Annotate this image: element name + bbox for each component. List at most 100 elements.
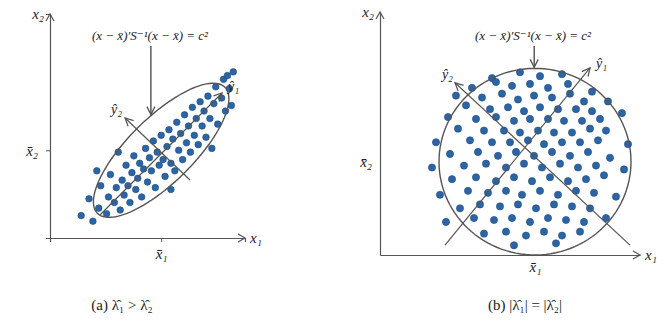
plot-area	[428, 68, 631, 255]
plot-area	[78, 69, 237, 225]
point	[230, 69, 237, 76]
point	[548, 148, 555, 155]
x-axis-title: x₁	[644, 247, 657, 263]
y-axis: x̄₂	[25, 15, 50, 239]
y-axis-title: x₂	[31, 6, 44, 22]
point	[536, 73, 543, 80]
principal-axis-label: ŷ₂	[109, 102, 122, 117]
point	[612, 193, 619, 200]
point	[558, 232, 565, 239]
point	[528, 178, 535, 185]
y-tick-mark	[46, 150, 50, 151]
y-tick-label: x̄₂	[25, 143, 38, 159]
point	[496, 203, 503, 210]
point	[580, 218, 587, 225]
point	[195, 141, 202, 148]
point	[462, 102, 469, 109]
point	[576, 139, 583, 146]
point	[136, 160, 143, 167]
point	[432, 139, 439, 146]
point	[187, 149, 194, 156]
principal-axis	[455, 83, 630, 245]
point	[158, 132, 165, 139]
point	[490, 216, 497, 223]
x-tick: x̄₁	[155, 238, 168, 262]
point	[173, 119, 180, 126]
point	[107, 171, 114, 178]
point	[436, 191, 443, 198]
point	[526, 80, 533, 87]
principal-axis-label: ŷ₂	[440, 67, 453, 82]
point	[502, 228, 509, 235]
y-axis-arrow	[46, 14, 54, 21]
point	[456, 205, 463, 212]
point	[197, 98, 204, 105]
point	[207, 115, 214, 122]
x-tick-label: x̄₁	[529, 259, 542, 275]
point	[146, 154, 153, 161]
point	[78, 212, 85, 219]
annotation: (x − x̄)′S⁻¹(x − x̄) = c²	[475, 28, 592, 43]
point	[504, 104, 511, 111]
point	[602, 127, 609, 134]
point	[472, 174, 479, 181]
point	[556, 160, 563, 167]
point	[142, 145, 149, 152]
point	[526, 218, 533, 225]
point	[212, 84, 219, 91]
point	[464, 187, 471, 194]
point	[172, 168, 179, 175]
principal-axis	[125, 118, 190, 180]
point	[205, 93, 212, 100]
point	[460, 162, 467, 169]
principal-axis-label: ŷ₁	[226, 79, 239, 94]
point	[536, 104, 543, 111]
point	[117, 207, 124, 214]
point	[532, 205, 539, 212]
point	[526, 115, 533, 122]
point	[127, 199, 134, 206]
point	[506, 139, 513, 146]
point	[568, 203, 575, 210]
point	[550, 129, 557, 136]
point	[552, 240, 559, 247]
panel: x̄₁x̄₂x₁x₂ŷ₁ŷ₂(x − x̄)′S⁻¹(x − x̄) = c²(…	[359, 4, 657, 314]
point	[620, 166, 627, 173]
x-axis-line	[381, 255, 641, 256]
point	[494, 152, 501, 159]
point	[144, 179, 151, 186]
point	[540, 228, 547, 235]
y-axis-title: x₂	[361, 4, 374, 20]
caption: (b) |λ̂₁| = |λ̂₂|	[488, 297, 562, 314]
point	[580, 98, 587, 105]
point	[224, 72, 231, 79]
point	[199, 123, 206, 130]
point	[624, 141, 631, 148]
point	[105, 194, 112, 201]
point	[179, 156, 186, 163]
point	[148, 168, 155, 175]
point	[518, 191, 525, 198]
point	[123, 162, 130, 169]
principal-axis	[100, 93, 222, 215]
point	[474, 148, 481, 155]
point	[562, 216, 569, 223]
x-axis-arrow	[238, 234, 245, 242]
point	[514, 96, 521, 103]
y-tick-label: x̄₂	[359, 154, 372, 170]
point	[606, 154, 613, 161]
point	[189, 104, 196, 111]
point	[488, 139, 495, 146]
point	[536, 187, 543, 194]
x-axis: x̄₁	[381, 255, 641, 275]
point	[558, 139, 565, 146]
principal-axis	[445, 68, 590, 245]
point	[492, 78, 499, 85]
point	[548, 94, 555, 101]
point	[510, 174, 517, 181]
y-axis-line	[380, 13, 381, 256]
figure-svg: x̄₁ x̄₂ x₁ x₂ ŷ₁ ŷ₂ (x − x̄)′S⁻¹(x − x̄) = c² (…	[0, 0, 667, 330]
point	[138, 194, 145, 201]
point	[134, 175, 141, 182]
point	[209, 145, 216, 152]
